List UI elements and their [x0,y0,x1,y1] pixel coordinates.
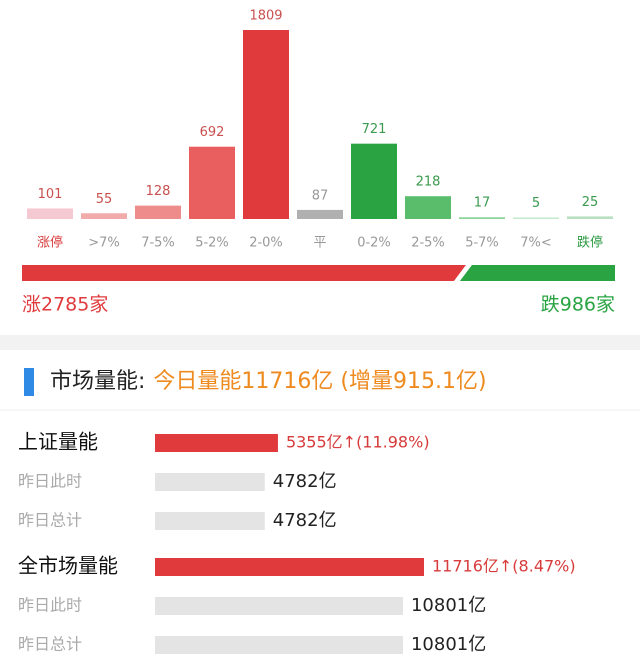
hbar [155,434,278,452]
split-label-down: 跌986家 [541,294,615,316]
row-value-label: 5355亿↑(11.98%) [286,433,430,452]
bar [189,146,235,219]
hbar [155,473,265,491]
row-label: 昨日总计 [18,635,82,654]
row-value-label: 11716亿↑(8.47%) [432,557,576,576]
hbar [155,558,424,576]
category-label: 7-5% [141,236,175,251]
value-label: 101 [38,187,63,202]
category-label: 跌停 [577,235,603,251]
section-title: 市场量能: [50,369,145,394]
separator [0,335,640,350]
bar [459,217,505,219]
split-label-up: 涨2785家 [22,294,108,316]
hbar [155,512,265,530]
row-label: 上证量能 [18,430,98,454]
bar [81,213,127,219]
category-label: 7%< [520,236,552,251]
section-subtitle: 今日量能11716亿 (增量915.1亿) [153,369,486,394]
row-label: 昨日总计 [18,511,82,530]
value-label: 692 [200,125,225,140]
split-bar-down [459,265,615,281]
row-value-label: 10801亿 [411,595,486,616]
row-label: 全市场量能 [18,554,118,578]
value-label: 1809 [249,9,282,24]
row-value-label: 4782亿 [273,471,337,492]
category-label: 平 [313,236,326,251]
value-label: 87 [312,188,329,203]
section-marker [24,368,34,396]
bar [513,217,559,219]
value-label: 218 [416,175,441,190]
hbar [155,636,403,654]
split-bar-up [22,265,466,281]
bar [243,30,289,219]
bar [405,196,451,219]
value-label: 128 [146,184,171,199]
bar [297,209,343,219]
category-label: 0-2% [357,236,391,251]
section-header: 市场量能: 今日量能11716亿 (增量915.1亿) [50,369,487,394]
value-label: 5 [532,196,540,211]
category-label: 2-5% [411,236,445,251]
value-label: 721 [362,122,387,137]
category-label: 2-0% [249,236,283,251]
row-value-label: 4782亿 [273,510,337,531]
value-label: 55 [96,192,113,207]
bar [567,216,613,219]
bar [27,208,73,219]
row-value-label: 10801亿 [411,634,486,655]
category-label: 涨停 [37,235,63,251]
category-label: 5-2% [195,236,229,251]
bar [351,143,397,219]
value-label: 17 [474,196,491,211]
row-label: 昨日此时 [18,472,82,491]
value-label: 25 [582,195,599,210]
bar [135,205,181,219]
hbar [155,597,403,615]
category-label: >7% [88,236,120,251]
row-label: 昨日此时 [18,596,82,615]
category-label: 5-7% [465,236,499,251]
